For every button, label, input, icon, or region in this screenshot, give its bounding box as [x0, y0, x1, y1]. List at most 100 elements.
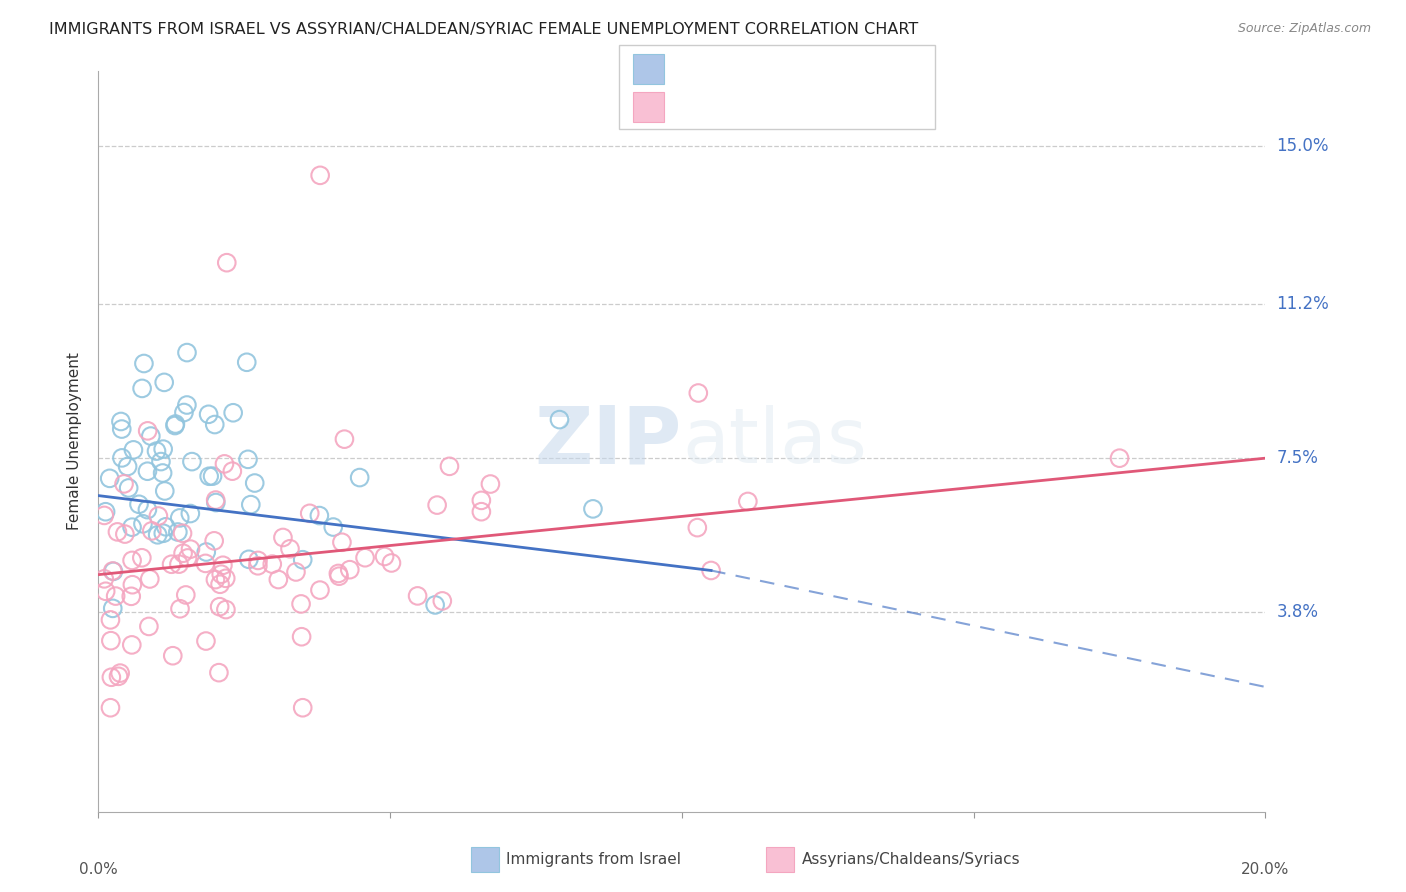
Point [470, 505, 492, 519]
Point [93, 508, 115, 523]
Point [426, 498, 449, 512]
Point [330, 535, 353, 549]
Point [201, 469, 224, 483]
Point [121, 520, 143, 534]
Point [149, 454, 172, 468]
Point [700, 564, 723, 578]
Point [339, 563, 361, 577]
Text: 11.2%: 11.2% [1277, 295, 1329, 313]
Text: atlas: atlas [682, 405, 866, 478]
Point [222, 406, 245, 420]
Text: 0.217: 0.217 [718, 98, 770, 116]
Point [93, 572, 115, 586]
Text: ZIP: ZIP [534, 402, 682, 481]
Point [111, 422, 134, 436]
Point [176, 345, 198, 359]
Point [291, 700, 314, 714]
Point [686, 521, 709, 535]
Point [291, 552, 314, 566]
Point [349, 470, 371, 484]
Point [136, 502, 159, 516]
Point [132, 357, 155, 371]
Point [333, 432, 356, 446]
Point [285, 565, 308, 579]
Text: 3.8%: 3.8% [1277, 603, 1319, 621]
Text: 77: 77 [835, 98, 859, 116]
Point [152, 526, 174, 541]
Point [104, 589, 127, 603]
Point [163, 418, 186, 433]
Point [176, 398, 198, 412]
Point [197, 407, 219, 421]
Point [172, 546, 194, 560]
Text: 7.5%: 7.5% [1277, 450, 1319, 467]
Point [108, 666, 131, 681]
Point [165, 417, 187, 431]
Point [146, 528, 169, 542]
Point [737, 494, 759, 508]
Point [209, 567, 232, 582]
Point [354, 550, 377, 565]
Point [380, 556, 402, 570]
Point [322, 520, 344, 534]
Point [128, 497, 150, 511]
Y-axis label: Female Unemployment: Female Unemployment [66, 352, 82, 531]
Point [328, 566, 350, 581]
Point [172, 526, 194, 541]
Text: R =: R = [672, 60, 709, 78]
Point [262, 557, 284, 571]
Point [131, 550, 153, 565]
Point [174, 588, 197, 602]
Point [107, 524, 129, 539]
Point [194, 634, 217, 648]
Point [162, 648, 184, 663]
Point [205, 495, 228, 509]
Text: Source: ZipAtlas.com: Source: ZipAtlas.com [1237, 22, 1371, 36]
Point [548, 412, 571, 426]
Point [138, 619, 160, 633]
Point [100, 633, 122, 648]
Text: Assyrians/Chaldeans/Syriacs: Assyrians/Chaldeans/Syriacs [801, 853, 1019, 867]
Point [166, 524, 188, 539]
Point [198, 469, 221, 483]
Point [121, 638, 143, 652]
Point [208, 599, 231, 614]
Point [247, 553, 270, 567]
Point [181, 454, 204, 468]
Point [212, 558, 235, 573]
Point [194, 557, 217, 571]
Point [291, 630, 314, 644]
Point [179, 507, 201, 521]
Point [132, 516, 155, 531]
Point [152, 442, 174, 457]
Point [215, 255, 238, 269]
Point [202, 533, 225, 548]
Point [236, 452, 259, 467]
Point [246, 558, 269, 573]
Point [139, 429, 162, 443]
Text: N =: N = [796, 60, 832, 78]
Text: -0.185: -0.185 [711, 60, 770, 78]
Point [173, 405, 195, 419]
Point [243, 476, 266, 491]
Point [153, 483, 176, 498]
Point [235, 355, 257, 369]
Point [136, 424, 159, 438]
Point [139, 572, 162, 586]
Point [155, 520, 177, 534]
Point [432, 594, 454, 608]
Point [98, 471, 121, 485]
Point [120, 590, 142, 604]
Point [406, 589, 429, 603]
Text: Immigrants from Israel: Immigrants from Israel [506, 853, 681, 867]
Point [238, 552, 260, 566]
Point [479, 477, 502, 491]
Point [195, 545, 218, 559]
Point [121, 553, 143, 567]
Text: 0.0%: 0.0% [79, 862, 118, 877]
Point [94, 505, 117, 519]
Point [169, 511, 191, 525]
Point [145, 444, 167, 458]
Point [101, 601, 124, 615]
Text: 20.0%: 20.0% [1241, 862, 1289, 877]
